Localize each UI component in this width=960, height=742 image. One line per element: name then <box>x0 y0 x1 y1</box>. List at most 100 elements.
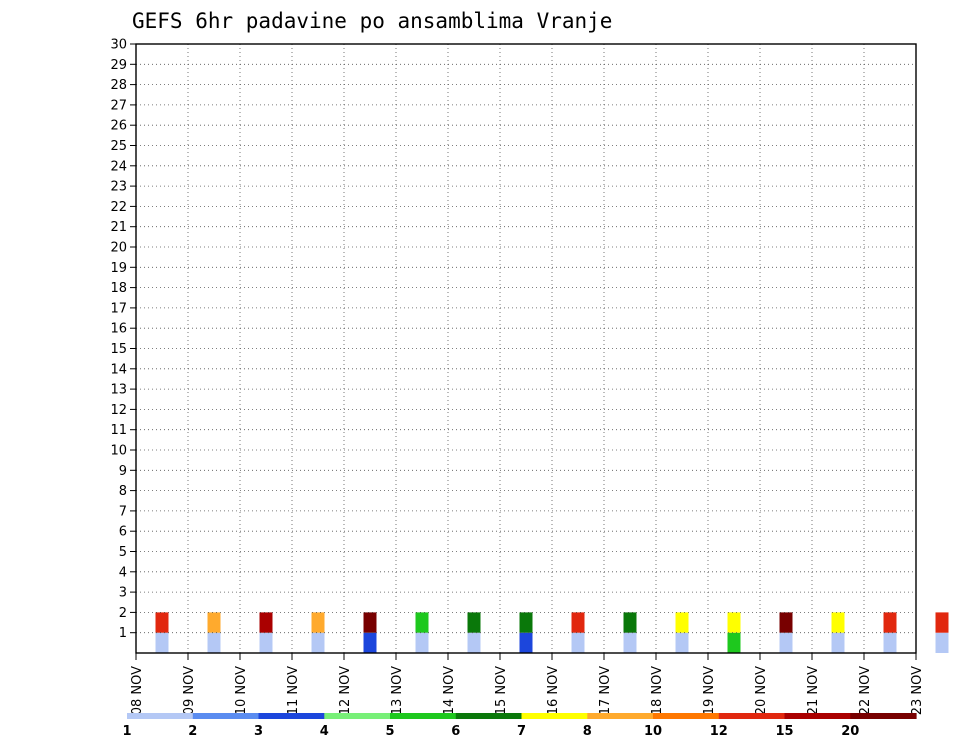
colorbar-swatch-9 <box>718 713 786 719</box>
heatmap-cell-3 <box>311 632 325 653</box>
heatmap-cell-37 <box>519 612 533 633</box>
colorbar-swatch-10 <box>784 713 851 719</box>
y-tick-label-5: 5 <box>119 545 127 560</box>
colorbar-label-4: 5 <box>385 724 394 739</box>
colorbar-label-0: 1 <box>122 724 131 739</box>
y-tick-label-2: 2 <box>119 606 127 621</box>
x-axis: 08 NOV 09 NOV 10 NOV 11 NOV 12 NOV 13 NOV 14 N… <box>130 653 925 715</box>
y-tick-label-18: 18 <box>110 281 127 296</box>
heatmap-cell-13 <box>831 632 845 653</box>
y-tick-label-25: 25 <box>110 139 127 154</box>
x-tick-label-7: 15 NOV <box>494 666 509 715</box>
heatmap-cells <box>155 612 949 653</box>
y-tick-label-15: 15 <box>110 342 127 357</box>
x-tick-label-4: 12 NOV <box>338 666 353 715</box>
heatmap-cell-43 <box>831 612 845 633</box>
heatmap-cell-5 <box>415 632 429 653</box>
y-tick-label-27: 27 <box>110 98 127 113</box>
heatmap-cell-31 <box>207 612 221 633</box>
chart-title: GEFS 6hr padavine po ansamblima Vranje <box>132 9 612 33</box>
y-tick-label-24: 24 <box>110 159 127 174</box>
y-tick-label-23: 23 <box>110 180 127 195</box>
heatmap-cell-12 <box>779 632 793 653</box>
heatmap-cell-11 <box>727 632 741 653</box>
heatmap-cell-40 <box>675 612 689 633</box>
colorbar-label-8: 10 <box>644 724 662 739</box>
y-tick-label-9: 9 <box>119 464 127 479</box>
colorbar-swatch-8 <box>653 713 720 719</box>
y-tick-label-7: 7 <box>119 504 127 519</box>
y-tick-label-17: 17 <box>110 301 127 316</box>
heatmap-cell-32 <box>259 612 273 633</box>
x-tick-label-13: 21 NOV <box>806 666 821 715</box>
heatmap-cell-8 <box>571 632 585 653</box>
heatmap-cell-42 <box>779 612 793 633</box>
y-tick-label-16: 16 <box>110 322 127 337</box>
heatmap-cell-33 <box>311 612 325 633</box>
heatmap-cell-4 <box>363 632 377 653</box>
heatmap-cell-0 <box>155 632 169 653</box>
y-tick-label-30: 30 <box>110 38 127 53</box>
y-tick-label-13: 13 <box>110 383 127 398</box>
x-tick-label-12: 20 NOV <box>754 666 769 715</box>
heatmap-cell-34 <box>363 612 377 633</box>
colorbar-swatch-4 <box>390 713 457 719</box>
x-tick-label-10: 18 NOV <box>650 666 665 715</box>
colorbar-label-11: 20 <box>841 724 859 739</box>
heatmap-cell-2 <box>259 632 273 653</box>
colorbar: 1 2 3 4 5 6 7 8 10 12 15 20 <box>122 713 917 739</box>
x-tick-label-2: 10 NOV <box>234 666 249 715</box>
y-tick-label-1: 1 <box>119 626 127 641</box>
y-tick-label-20: 20 <box>110 241 127 256</box>
x-tick-label-5: 13 NOV <box>390 666 405 715</box>
x-tick-label-0: 08 NOV <box>130 666 145 715</box>
colorbar-swatch-0 <box>127 713 194 719</box>
y-tick-label-14: 14 <box>110 362 127 377</box>
x-tick-label-9: 17 NOV <box>598 666 613 715</box>
y-tick-label-8: 8 <box>119 484 127 499</box>
heatmap-cell-35 <box>415 612 429 633</box>
x-tick-label-14: 22 NOV <box>858 666 873 715</box>
colorbar-swatch-6 <box>521 713 588 719</box>
x-tick-label-8: 16 NOV <box>546 666 561 715</box>
colorbar-swatch-1 <box>192 713 260 719</box>
heatmap-cell-1 <box>207 632 221 653</box>
heatmap-cell-30 <box>155 612 169 633</box>
x-tick-label-3: 11 NOV <box>286 666 301 715</box>
colorbar-swatch-5 <box>455 713 523 719</box>
colorbar-label-2: 3 <box>254 724 263 739</box>
y-tick-label-26: 26 <box>110 119 127 134</box>
heatmap-cell-9 <box>623 632 637 653</box>
heatmap-cell-38 <box>571 612 585 633</box>
colorbar-label-9: 12 <box>710 724 728 739</box>
y-axis: 1234567891011121314151617181920212223242… <box>110 38 136 641</box>
heatmap-cell-44 <box>883 612 897 633</box>
heatmap-cell-39 <box>623 612 637 633</box>
colorbar-label-10: 15 <box>775 724 793 739</box>
colorbar-swatch-2 <box>258 713 325 719</box>
colorbar-label-5: 6 <box>451 724 460 739</box>
y-tick-label-28: 28 <box>110 78 127 93</box>
heatmap-cell-14 <box>883 632 897 653</box>
y-tick-label-10: 10 <box>110 444 127 459</box>
y-tick-label-19: 19 <box>110 261 127 276</box>
x-tick-label-1: 09 NOV <box>182 666 197 715</box>
colorbar-swatch-3 <box>324 713 391 719</box>
colorbar-label-1: 2 <box>188 724 197 739</box>
y-tick-label-3: 3 <box>119 586 127 601</box>
plot-area <box>136 44 916 653</box>
grid-lines <box>136 44 916 653</box>
heatmap-cell-41 <box>727 612 741 633</box>
y-tick-label-22: 22 <box>110 200 127 215</box>
y-tick-label-4: 4 <box>119 565 127 580</box>
x-tick-label-15: 23 NOV <box>910 666 925 715</box>
y-tick-label-29: 29 <box>110 58 127 73</box>
y-tick-label-6: 6 <box>119 525 127 540</box>
heatmap-cell-6 <box>467 632 481 653</box>
heatmap-cell-15 <box>935 632 949 653</box>
heatmap-cell-7 <box>519 632 533 653</box>
colorbar-swatch-11 <box>850 713 917 719</box>
y-tick-label-21: 21 <box>110 220 127 235</box>
x-tick-label-6: 14 NOV <box>442 666 457 715</box>
